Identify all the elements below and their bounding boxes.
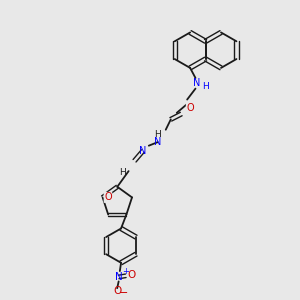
Text: O: O — [186, 103, 194, 113]
Text: O: O — [127, 270, 135, 280]
Text: N: N — [193, 78, 201, 88]
Text: H: H — [154, 130, 161, 139]
Text: O: O — [104, 192, 112, 203]
Text: N: N — [115, 272, 122, 282]
Text: N: N — [139, 146, 147, 156]
Text: +: + — [123, 267, 130, 276]
Text: −: − — [119, 288, 128, 298]
Text: O: O — [113, 286, 121, 296]
Text: H: H — [202, 82, 209, 91]
Text: N: N — [154, 137, 161, 147]
Text: H: H — [119, 168, 125, 177]
